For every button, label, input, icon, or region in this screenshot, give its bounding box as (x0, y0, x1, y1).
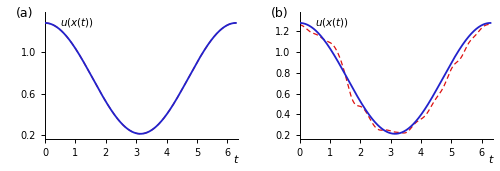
Text: t: t (488, 155, 492, 165)
Text: $u(x(t))$: $u(x(t))$ (60, 16, 94, 29)
Text: t: t (234, 155, 238, 165)
Text: $u(x(t))$: $u(x(t))$ (315, 16, 349, 29)
Text: (a): (a) (16, 7, 34, 20)
Text: (b): (b) (270, 7, 288, 20)
